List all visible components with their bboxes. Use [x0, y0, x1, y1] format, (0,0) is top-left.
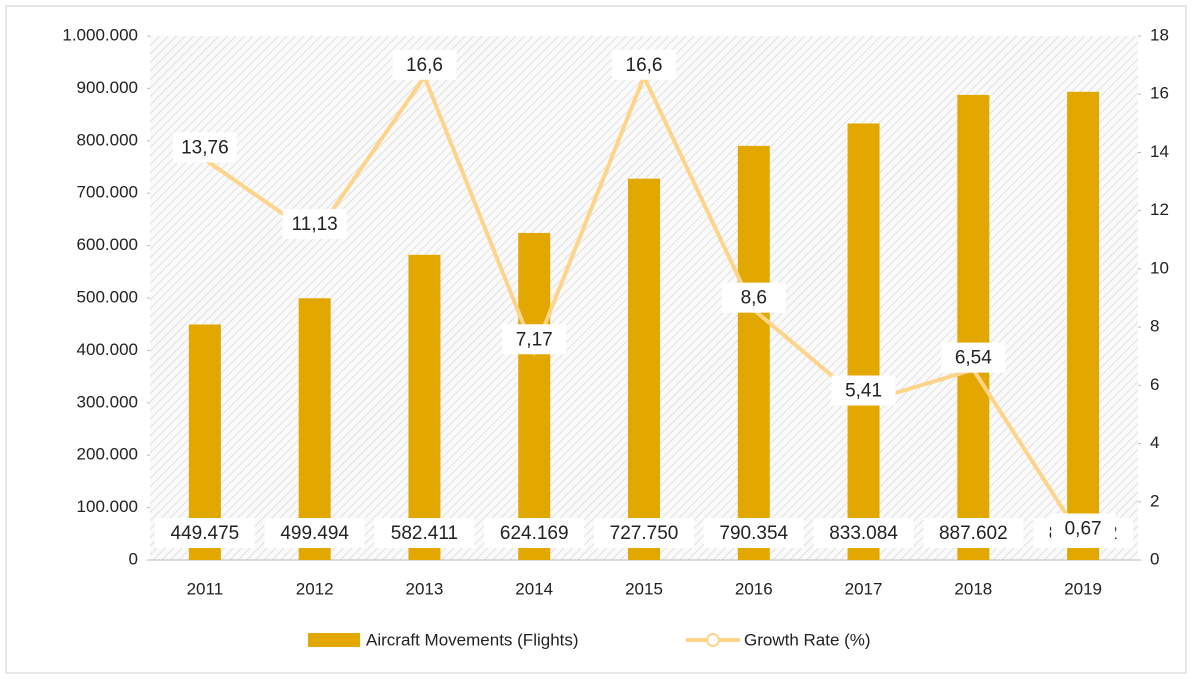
x-tick-label: 2015	[625, 579, 663, 598]
x-tick-label: 2017	[845, 579, 883, 598]
bar	[1067, 91, 1100, 561]
legend-label: Growth Rate (%)	[744, 630, 871, 649]
legend-marker	[706, 633, 720, 647]
data-label: 8,6	[741, 288, 767, 309]
data-label: 7,17	[516, 329, 553, 350]
data-label-box	[941, 342, 1006, 373]
data-label: 13,76	[181, 137, 229, 158]
data-label: 0,67	[1065, 519, 1102, 540]
y2-tick-label: 8	[1150, 317, 1159, 336]
y2-tick-label: 0	[1150, 549, 1159, 568]
data-label: 16,6	[406, 55, 443, 76]
bar	[408, 254, 441, 560]
bar	[628, 178, 660, 560]
y-tick-label: 500.000	[77, 287, 138, 306]
y-tick-label: 300.000	[77, 392, 138, 411]
data-label: 6,54	[955, 348, 992, 369]
y2-tick-label: 14	[1150, 142, 1169, 161]
legend-label: Aircraft Movements (Flights)	[366, 630, 579, 649]
y-tick-label: 800.000	[77, 130, 138, 149]
data-label-box	[813, 518, 914, 548]
y-tick-label: 0	[129, 549, 138, 568]
bar	[847, 123, 880, 560]
data-label-box	[703, 518, 804, 548]
data-label: 11,13	[292, 214, 338, 235]
data-label-box	[154, 518, 255, 548]
y2-tick-label: 4	[1150, 433, 1159, 452]
x-tick-label: 2011	[187, 579, 224, 598]
y2-tick-label: 16	[1150, 84, 1169, 103]
y-tick-label: 600.000	[77, 235, 138, 254]
y-tick-label: 700.000	[77, 183, 138, 202]
legend-swatch	[308, 633, 360, 647]
y2-tick-label: 10	[1150, 258, 1169, 277]
data-label-box	[923, 518, 1024, 548]
x-tick-label: 2014	[515, 579, 553, 598]
y-tick-label: 200.000	[77, 445, 138, 464]
y2-tick-label: 12	[1150, 200, 1169, 219]
y2-tick-label: 18	[1150, 25, 1169, 44]
data-label: 499.494	[280, 523, 349, 544]
y-tick-label: 1.000.000	[62, 25, 138, 44]
data-label: 5,41	[845, 381, 882, 402]
data-label: 449.475	[171, 523, 240, 544]
data-label-box	[594, 518, 694, 548]
data-label-box	[1051, 513, 1116, 544]
x-tick-label: 2019	[1064, 579, 1102, 598]
data-label-box	[831, 375, 896, 406]
data-label: 833.084	[829, 523, 898, 544]
data-label-box	[612, 49, 676, 80]
bar	[957, 94, 990, 561]
y2-tick-label: 2	[1150, 491, 1159, 510]
bar	[737, 145, 770, 561]
data-label-box	[282, 208, 347, 239]
x-tick-label: 2018	[954, 579, 992, 598]
x-tick-label: 2013	[406, 579, 444, 598]
x-tick-label: 2016	[735, 579, 773, 598]
data-label: 790.354	[719, 523, 788, 544]
bar	[298, 298, 331, 560]
y-tick-label: 900.000	[77, 78, 138, 97]
y-tick-label: 400.000	[77, 340, 138, 359]
data-label: 727.750	[610, 523, 679, 544]
y2-tick-label: 6	[1150, 375, 1159, 394]
x-tick-label: 2012	[296, 579, 334, 598]
data-label-box	[264, 518, 365, 548]
data-label-box	[172, 132, 237, 163]
data-label-box	[374, 518, 475, 548]
data-label-box	[484, 518, 585, 548]
data-label: 624.169	[500, 523, 569, 544]
data-label-box	[392, 49, 457, 80]
data-label: 16,6	[626, 55, 663, 76]
data-label-box	[502, 324, 567, 355]
data-label: 887.602	[939, 523, 1008, 544]
data-label-box	[721, 282, 786, 313]
bar	[518, 232, 551, 561]
y-tick-label: 100.000	[77, 497, 138, 516]
data-label: 582.411	[391, 523, 458, 544]
